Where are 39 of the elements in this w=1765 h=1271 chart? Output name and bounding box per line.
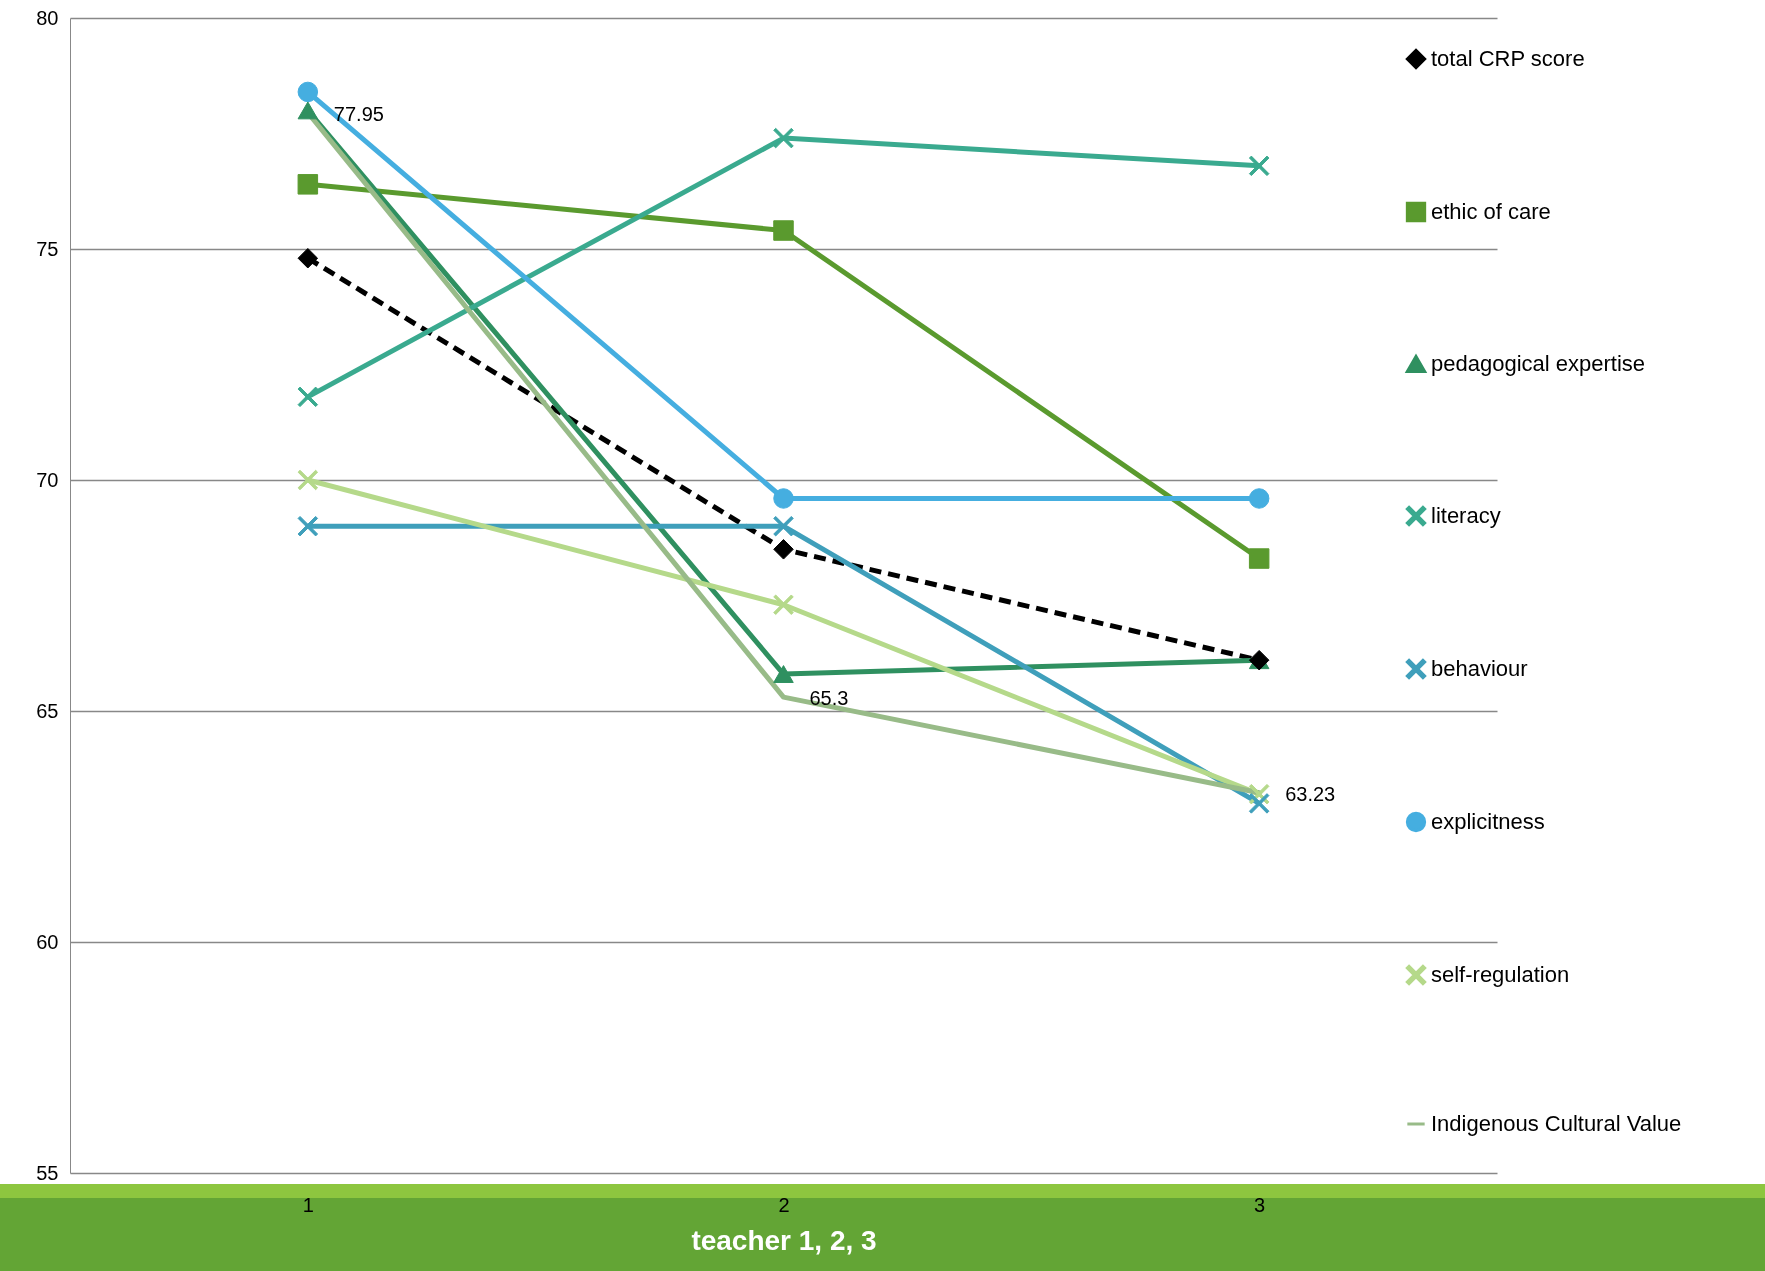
point xyxy=(773,220,794,241)
legend-label: Indigenous Cultural Value xyxy=(1431,1111,1682,1136)
legend-label: total CRP score xyxy=(1431,46,1585,71)
point xyxy=(297,101,319,120)
point xyxy=(773,515,794,537)
legend-label: explicitness xyxy=(1431,809,1545,834)
x-axis-title: teacher 1, 2, 3 xyxy=(691,1224,877,1256)
point xyxy=(773,127,794,149)
y-tick-label: 80 xyxy=(36,6,59,29)
y-tick-label: 60 xyxy=(36,930,59,953)
point xyxy=(1248,155,1270,177)
y-tick-label: 65 xyxy=(36,699,59,722)
x-tick-label: 2 xyxy=(778,1193,790,1216)
point xyxy=(1248,548,1270,569)
point xyxy=(773,594,794,615)
x-tick-label: 3 xyxy=(1254,1193,1266,1216)
legend-label: pedagogical expertise xyxy=(1431,351,1646,376)
point xyxy=(297,515,319,537)
x-tick-label: 1 xyxy=(302,1193,314,1216)
data-label: 77.95 xyxy=(333,102,384,125)
point xyxy=(1248,488,1270,509)
legend-label: literacy xyxy=(1431,503,1501,528)
data-label: 63.23 xyxy=(1285,782,1336,805)
point xyxy=(297,247,319,269)
y-tick-label: 75 xyxy=(36,237,59,260)
point xyxy=(297,386,319,408)
y-tick-label: 70 xyxy=(36,468,59,491)
point xyxy=(773,488,794,509)
point xyxy=(773,539,794,560)
legend-label: behaviour xyxy=(1431,656,1528,681)
y-tick-label: 55 xyxy=(36,1161,59,1184)
point xyxy=(297,174,319,195)
point xyxy=(1248,793,1270,814)
legend-label: self-regulation xyxy=(1431,962,1570,987)
point xyxy=(297,81,319,103)
legend-label: ethic of care xyxy=(1431,199,1551,224)
point xyxy=(297,469,319,491)
data-label: 65.3 xyxy=(809,687,849,710)
point xyxy=(773,665,794,683)
